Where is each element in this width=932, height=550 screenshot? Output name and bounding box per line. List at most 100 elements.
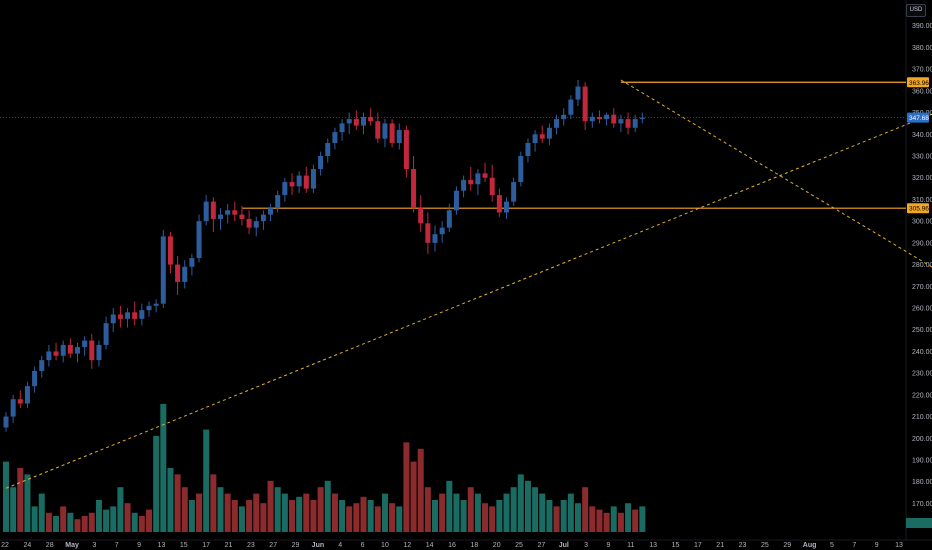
- volume-bar: [524, 480, 531, 532]
- candle-body: [24, 386, 30, 404]
- x-tick-label: 15: [672, 542, 680, 549]
- x-tick-label: 29: [292, 542, 300, 549]
- candle-body: [361, 116, 366, 126]
- candle-body: [39, 360, 45, 371]
- candle-body: [339, 123, 345, 133]
- candle-body: [282, 182, 288, 196]
- volume-bar: [453, 493, 460, 532]
- volume-bar: [625, 503, 632, 532]
- candle-body: [625, 119, 631, 128]
- volume-bar: [181, 487, 188, 532]
- candle-body: [175, 264, 181, 282]
- candle-body: [167, 236, 173, 265]
- candle-body: [182, 266, 188, 282]
- x-tick-label: 17: [202, 542, 210, 549]
- volume-bar: [582, 487, 589, 532]
- volume-bar: [296, 496, 303, 532]
- candle-body: [296, 175, 302, 187]
- candle-body: [268, 208, 274, 215]
- candle-body: [439, 227, 445, 235]
- x-tick-label: 6: [361, 542, 365, 549]
- volume-bar: [10, 487, 17, 532]
- currency-label[interactable]: USD: [906, 4, 926, 17]
- candle-body: [353, 119, 359, 126]
- x-tick-label: 13: [649, 542, 657, 549]
- candle-body: [525, 142, 531, 156]
- x-tick-label: 21: [225, 542, 233, 549]
- x-tick-label: Jun: [312, 542, 324, 549]
- x-tick-label: 27: [538, 542, 546, 549]
- volume-bar: [81, 516, 88, 532]
- volume-bar: [174, 474, 181, 532]
- volume-bar: [353, 503, 360, 532]
- x-tick-label: May: [65, 542, 79, 549]
- volume-bar: [188, 500, 195, 532]
- x-tick-label: 27: [269, 542, 277, 549]
- x-tick-label: 13: [158, 542, 166, 549]
- x-tick-label: 9: [606, 542, 610, 549]
- volume-bar: [424, 487, 431, 532]
- candle-body: [60, 344, 66, 356]
- x-tick-label: 25: [515, 542, 523, 549]
- y-tick-label: 280.00: [912, 262, 932, 269]
- candle-body: [518, 156, 524, 183]
- x-tick-label: 3: [92, 542, 96, 549]
- volume-bar: [517, 474, 524, 532]
- x-tick-label: 28: [46, 542, 54, 549]
- volume-bar: [446, 480, 453, 532]
- x-tick-label: 24: [23, 542, 31, 549]
- x-tick-label: 9: [875, 542, 879, 549]
- candle-body: [475, 173, 481, 185]
- candle-body: [418, 208, 424, 224]
- price-tag-label: 363.96: [909, 80, 929, 87]
- volume-bar: [617, 512, 624, 532]
- candle-body: [239, 214, 245, 219]
- volume-bar: [503, 493, 510, 532]
- volume-bar: [196, 493, 203, 532]
- volume-bar: [103, 509, 110, 532]
- x-tick-label: 22: [1, 542, 9, 549]
- candle-body: [346, 119, 352, 124]
- y-tick-label: 210.00: [912, 414, 932, 421]
- volume-bar: [575, 503, 581, 532]
- volume-bar: [124, 503, 131, 532]
- volume-bar: [131, 512, 138, 532]
- candle-body: [153, 303, 159, 306]
- volume-bar: [460, 500, 467, 532]
- candle-body: [75, 347, 80, 354]
- volume-bar: [217, 487, 224, 532]
- volume-bar: [95, 500, 102, 532]
- candle-body: [196, 221, 202, 259]
- candle-body: [389, 123, 395, 143]
- volume-bar: [160, 404, 167, 532]
- volume-bar: [389, 503, 396, 532]
- trend-line: [5, 113, 932, 489]
- x-tick-label: Jul: [559, 542, 569, 549]
- volume-bar: [403, 442, 410, 532]
- candle-body: [218, 214, 223, 219]
- candle-body: [246, 218, 252, 228]
- volume-bar: [532, 487, 539, 532]
- candle-body: [110, 314, 116, 324]
- volume-bar: [510, 487, 517, 532]
- volume-bar: [38, 493, 45, 532]
- candle-body: [632, 119, 638, 128]
- volume-bar: [553, 506, 560, 532]
- y-tick-label: 180.00: [912, 479, 932, 486]
- candle-body: [89, 340, 95, 361]
- candle-body: [189, 258, 195, 267]
- candle-body: [103, 323, 109, 345]
- volume-bar: [410, 461, 417, 532]
- volume-bar: [45, 512, 52, 532]
- volume-bar: [231, 500, 238, 532]
- candle-body: [489, 177, 495, 196]
- volume-bar: [339, 500, 346, 532]
- volume-bar: [138, 516, 145, 532]
- candle-body: [17, 399, 23, 404]
- volume-bar: [303, 493, 310, 532]
- candle-body: [253, 221, 259, 228]
- candle-body: [604, 114, 610, 120]
- volume-axis-marker: [906, 518, 932, 528]
- candle-body: [403, 129, 409, 170]
